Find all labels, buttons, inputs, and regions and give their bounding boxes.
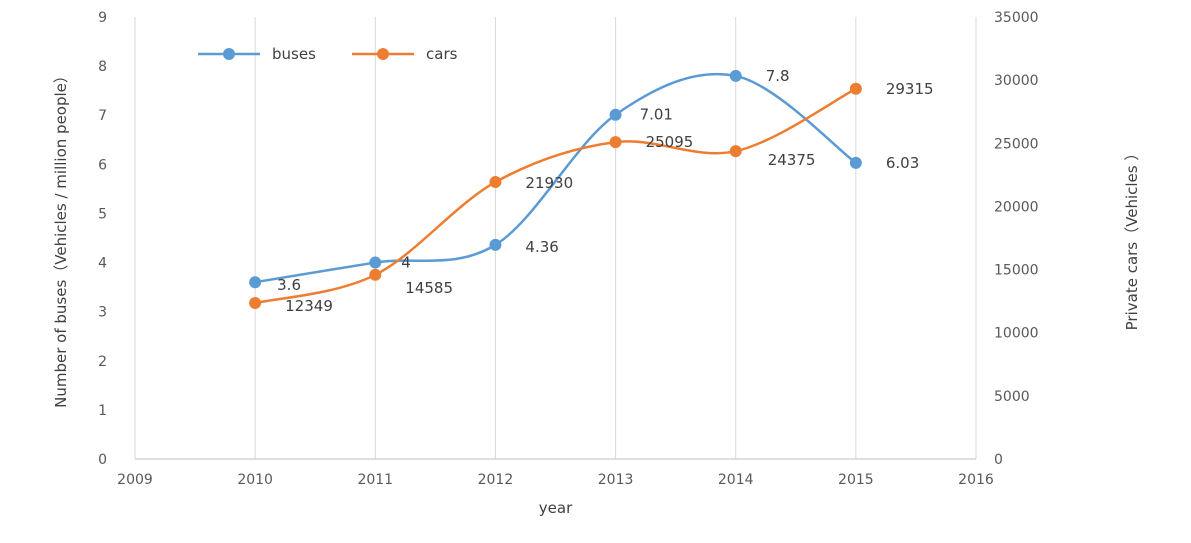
data-label-buses-2011: 4 [401,254,411,272]
y-right-tick-label: 25000 [994,136,1039,152]
data-label-cars-2012: 21930 [525,174,573,192]
y-left-tick-label: 6 [98,157,107,173]
x-tick-label: 2014 [718,472,754,488]
data-point-buses-2015 [849,156,862,169]
x-tick-label: 2011 [357,472,393,488]
legend-marker-buses [223,48,235,60]
data-point-cars-2013 [609,136,622,149]
data-point-buses-2013 [609,108,622,121]
y-right-tick-label: 15000 [994,263,1039,279]
axes: 2009 2010 2011 2012 2013 2014 2015 201601234567… [52,10,1141,517]
data-point-cars-2010 [249,297,262,310]
data-point-cars-2014 [729,145,742,158]
data-label-cars-2010: 12349 [285,297,333,315]
y-left-tick-label: 0 [98,452,107,468]
x-tick-label: 2010 [237,472,273,488]
y-right-tick-label: 5000 [994,389,1030,405]
data-label-buses-2012: 4.36 [525,238,558,256]
y-left-axis-title: Number of buses（Vehicles / million peopl… [52,68,70,408]
y-right-tick-label: 30000 [994,73,1039,89]
series [249,69,862,310]
data-label-buses-2013: 7.01 [640,106,673,124]
data-label-cars-2015: 29315 [886,80,934,98]
x-tick-label: 2009 [117,472,153,488]
x-tick-label: 2015 [838,472,874,488]
y-right-tick-label: 10000 [994,326,1039,342]
series-line-cars [253,87,858,305]
data-point-buses-2011 [369,256,382,269]
legend-label-buses: buses [272,45,316,63]
data-label-buses-2014: 7.8 [766,67,790,85]
x-tick-label: 2012 [478,472,514,488]
y-left-tick-label: 5 [98,206,107,222]
data-point-buses-2012 [489,238,502,251]
y-right-tick-label: 35000 [994,10,1039,26]
legend-label-cars: cars [426,45,458,63]
data-point-buses-2014 [729,69,742,82]
data-point-buses-2010 [249,276,262,289]
legend-marker-cars [377,48,389,60]
data-point-cars-2012 [489,176,502,189]
y-left-tick-label: 4 [98,256,107,272]
data-label-cars-2013: 25095 [646,133,694,151]
y-left-tick-label: 7 [98,108,107,124]
x-axis-title: year [539,499,573,517]
data-label-buses-2015: 6.03 [886,154,919,172]
data-labels: 3.6 4 4.36 7.01 7.8 6.03 12349 14585 21930 25095 2… [277,67,933,315]
series-line-buses [253,72,858,284]
y-left-tick-label: 3 [98,305,107,321]
y-right-axis-title: Private cars（Vehicles ） [1123,146,1141,331]
data-label-cars-2014: 24375 [768,151,816,169]
y-left-tick-label: 8 [98,59,107,75]
data-point-cars-2015 [849,82,862,95]
data-label-cars-2011: 14585 [405,279,453,297]
y-left-tick-label: 1 [98,403,107,419]
data-label-buses-2010: 3.6 [277,276,301,294]
x-tick-label: 2016 [958,472,994,488]
legend: buses cars [198,45,458,63]
y-left-tick-label: 2 [98,354,107,370]
y-right-tick-label: 20000 [994,199,1039,215]
data-point-cars-2011 [369,268,382,281]
y-left-tick-label: 9 [98,10,107,26]
y-right-tick-label: 0 [994,452,1003,468]
x-tick-label: 2013 [598,472,634,488]
